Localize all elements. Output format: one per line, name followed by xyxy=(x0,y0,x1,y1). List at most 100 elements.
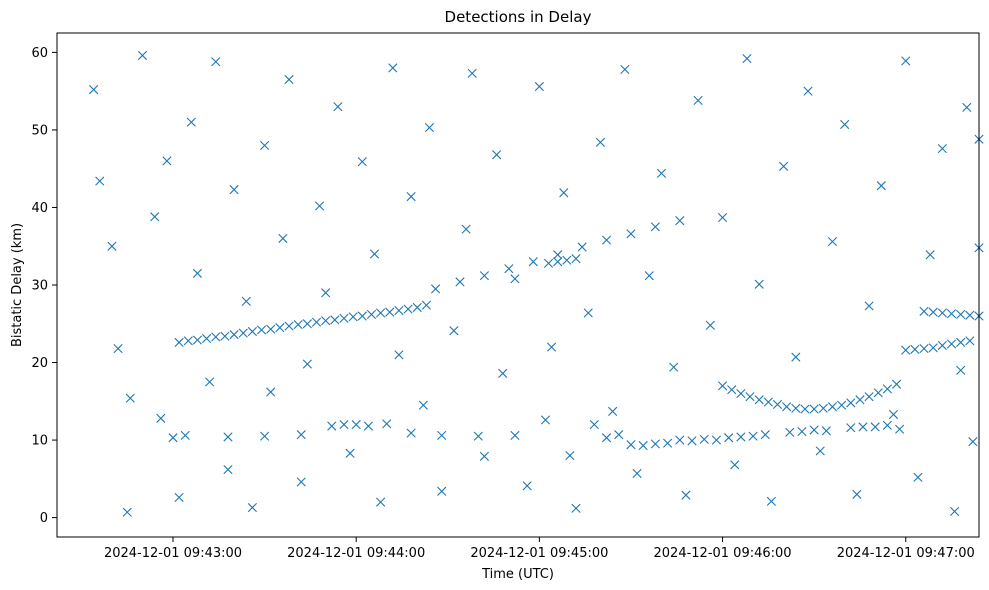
scatter-point xyxy=(553,257,563,267)
scatter-point xyxy=(202,333,212,344)
scatter-point xyxy=(192,335,203,345)
scatter-point xyxy=(498,368,508,378)
scatter-point xyxy=(95,176,105,186)
scatter-point xyxy=(937,143,947,154)
scatter-point xyxy=(437,486,447,496)
scatter-point xyxy=(220,331,230,341)
scatter-point xyxy=(223,432,233,442)
scatter-point xyxy=(779,161,789,171)
scatter-point xyxy=(840,119,850,130)
scatter-point xyxy=(388,63,398,73)
scatter-point xyxy=(919,306,929,316)
scatter-point xyxy=(333,102,343,112)
scatter-point xyxy=(864,392,874,402)
scatter-point xyxy=(394,305,404,316)
scatter-point xyxy=(168,433,178,443)
scatter-point xyxy=(965,310,975,320)
scatter-point xyxy=(760,430,770,440)
scatter-point xyxy=(919,343,929,354)
scatter-point xyxy=(266,324,276,334)
scatter-point xyxy=(357,311,367,321)
scatter-point xyxy=(800,404,810,414)
scatter-point xyxy=(687,436,697,446)
scatter-point xyxy=(546,342,557,352)
scatter-point xyxy=(730,460,740,470)
scatter-point xyxy=(910,344,920,354)
scatter-point xyxy=(736,432,746,442)
scatter-point xyxy=(553,250,563,260)
scatter-point xyxy=(311,317,322,327)
scatter-point xyxy=(937,340,947,351)
scatter-point xyxy=(888,409,899,420)
scatter-point xyxy=(321,316,331,326)
scatter-point xyxy=(504,264,514,274)
scatter-point xyxy=(681,490,691,500)
scatter-point xyxy=(882,420,892,430)
scatter-point xyxy=(247,502,257,513)
scatter-point xyxy=(946,339,957,349)
scatter-point xyxy=(211,57,221,67)
scatter-point xyxy=(785,427,795,437)
scatter-point xyxy=(278,233,288,244)
scatter-point xyxy=(382,419,392,429)
scatter-point xyxy=(455,277,465,287)
x-tick-label: 2024-12-01 09:47:00 xyxy=(837,546,975,561)
scatter-point xyxy=(803,86,813,96)
scatter-point xyxy=(385,307,395,317)
scatter-point xyxy=(699,434,709,444)
scatter-point xyxy=(821,426,831,436)
x-axis-label: Time (UTC) xyxy=(481,567,554,582)
scatter-point xyxy=(818,403,828,413)
scatter-point xyxy=(437,430,447,441)
x-tick-label: 2024-12-01 09:44:00 xyxy=(287,546,425,561)
scatter-point xyxy=(962,102,972,113)
scatter-point xyxy=(302,359,312,369)
scatter-point xyxy=(595,137,606,147)
scatter-point xyxy=(345,448,355,458)
scatter-point xyxy=(180,430,190,441)
scatter-point xyxy=(852,489,862,499)
scatter-point xyxy=(260,431,270,441)
scatter-point xyxy=(510,274,520,284)
scatter-point xyxy=(809,425,819,435)
scatter-point xyxy=(928,307,938,317)
scatter-point xyxy=(211,332,221,342)
scatter-point xyxy=(296,477,306,487)
scatter-point xyxy=(394,350,404,360)
chart-title: Detections in Delay xyxy=(445,8,592,26)
scatter-point xyxy=(376,308,386,318)
scatter-point xyxy=(711,435,722,445)
scatter-point xyxy=(424,123,435,133)
scatter-point xyxy=(241,296,251,306)
scatter-point xyxy=(577,242,587,252)
scatter-point xyxy=(229,185,239,195)
y-tick-label: 20 xyxy=(31,356,48,371)
scatter-point xyxy=(705,320,715,330)
y-axis: 0 10 20 30 40 50 60 xyxy=(31,46,57,526)
y-tick-label: 30 xyxy=(31,279,48,294)
scatter-point xyxy=(827,402,838,412)
scatter-point xyxy=(302,319,312,329)
scatter-point xyxy=(369,249,380,259)
scatter-point xyxy=(192,268,203,278)
scatter-point xyxy=(256,325,267,335)
scatter-point xyxy=(913,472,923,482)
scatter-point xyxy=(791,352,801,362)
scatter-point xyxy=(650,439,660,449)
scatter-point xyxy=(858,422,868,432)
y-tick-label: 60 xyxy=(31,46,48,61)
scatter-point xyxy=(430,284,441,294)
scatter-point xyxy=(275,323,285,333)
scatter-point xyxy=(89,85,99,95)
scatter-point xyxy=(479,451,490,461)
scatter-point xyxy=(873,388,883,398)
scatter-point xyxy=(946,309,957,319)
scatter-point xyxy=(107,241,117,251)
scatter-point xyxy=(137,50,148,61)
scatter-point xyxy=(620,64,630,75)
scatter-point xyxy=(626,440,636,450)
scatter-point xyxy=(363,421,373,431)
scatter-point xyxy=(614,430,624,440)
scatter-point xyxy=(174,337,184,347)
